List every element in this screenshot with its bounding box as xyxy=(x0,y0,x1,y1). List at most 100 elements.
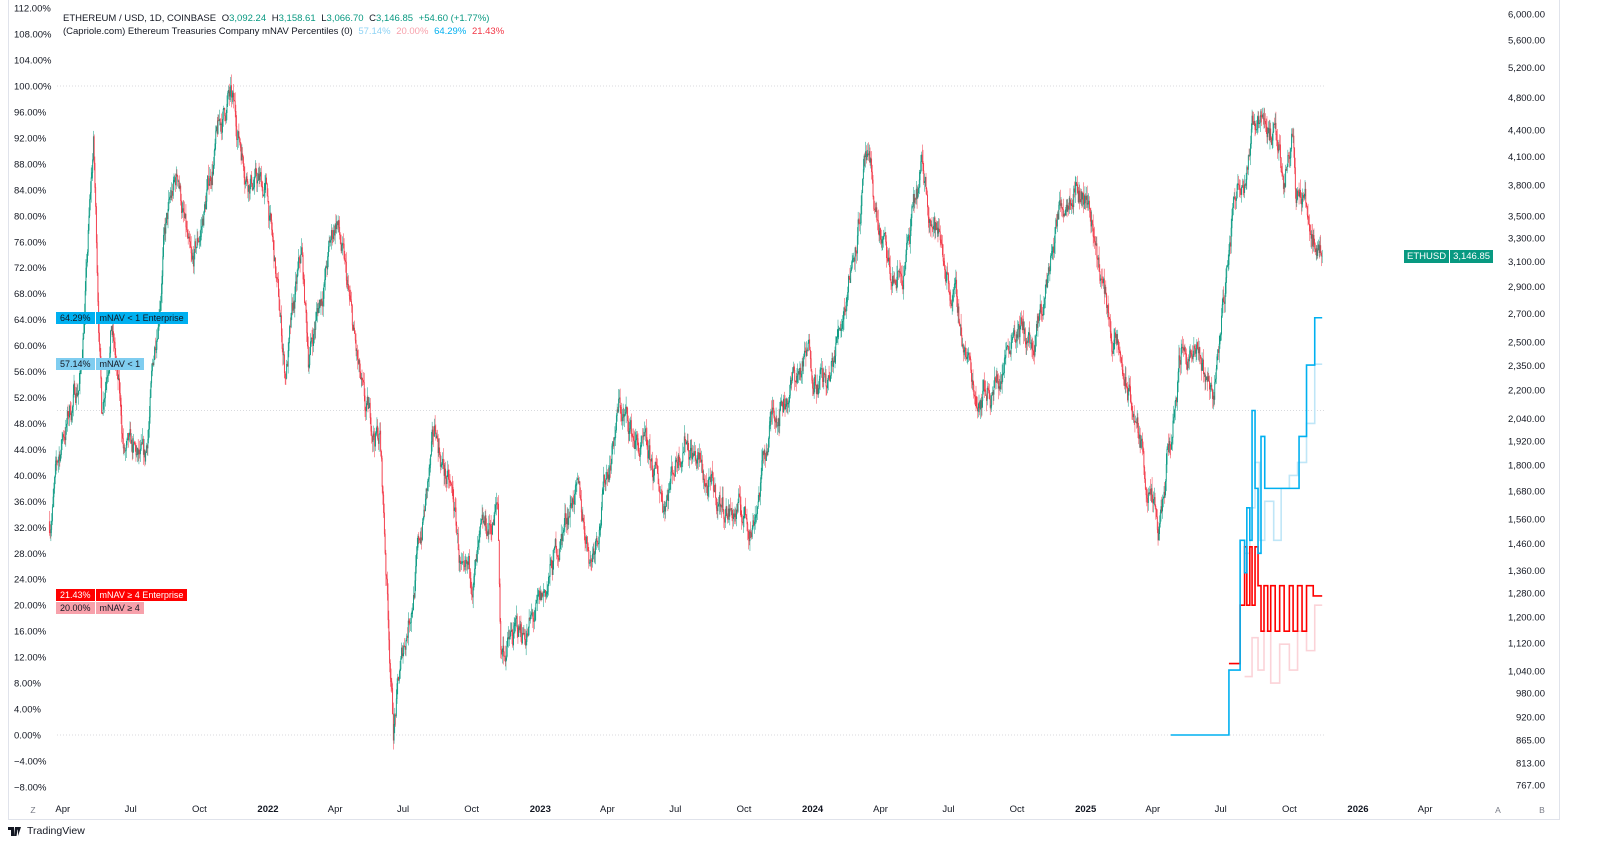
right-axis-tick: 3,500.00 xyxy=(1508,212,1545,223)
time-axis-tick: Apr xyxy=(600,804,615,815)
percentile-line-mnav-4 xyxy=(1244,604,1323,684)
left-axis-tick: 80.00% xyxy=(14,211,47,222)
right-axis-tick: 4,100.00 xyxy=(1508,152,1545,163)
right-axis-tick: 1,560.00 xyxy=(1508,514,1545,525)
time-axis-tick: Oct xyxy=(192,804,207,815)
indicator-legend: (Capriole.com) Ethereum Treasuries Compa… xyxy=(63,26,507,37)
log-scale-button[interactable]: B xyxy=(1539,805,1545,815)
right-axis-tick: 5,600.00 xyxy=(1508,35,1545,46)
high-value: 3,158.61 xyxy=(278,13,316,24)
time-axis-tick: Apr xyxy=(55,804,70,815)
candles xyxy=(48,74,1323,750)
right-axis-tick: 1,460.00 xyxy=(1508,539,1545,550)
change-value: +54.60 (+1.77%) xyxy=(418,13,490,24)
time-axis-tick: 2024 xyxy=(802,804,824,815)
time-axis-tick: Apr xyxy=(1145,804,1160,815)
right-axis-tick: 767.00 xyxy=(1516,780,1545,791)
tag-mnav-lt1-enterprise: 64.29% mNAV < 1 Enterprise xyxy=(56,312,188,324)
left-axis-tick: 100.00% xyxy=(14,82,52,93)
right-axis-tick: 2,500.00 xyxy=(1508,338,1545,349)
left-axis-tick: 96.00% xyxy=(14,107,47,118)
time-axis-tick: Jul xyxy=(669,804,681,815)
time-axis-tick: 2026 xyxy=(1347,804,1368,815)
auto-scale-button[interactable]: A xyxy=(1495,805,1501,815)
left-axis-tick: 40.00% xyxy=(14,471,47,482)
tag-value: 57.14% xyxy=(56,358,95,370)
right-axis-tick: 3,800.00 xyxy=(1508,181,1545,192)
left-axis-tick: 16.00% xyxy=(14,627,47,638)
indicator-value-ge4: 20.00% xyxy=(396,26,429,37)
right-axis-tick: 2,900.00 xyxy=(1508,282,1545,293)
left-axis-tick: 84.00% xyxy=(14,185,47,196)
indicator-value-lt1: 57.14% xyxy=(358,26,391,37)
time-axis-tick: Jul xyxy=(397,804,409,815)
right-axis-tick: 1,680.00 xyxy=(1508,487,1545,498)
right-axis-tick: 2,040.00 xyxy=(1508,414,1545,425)
left-axis-tick: 64.00% xyxy=(14,315,47,326)
right-axis-tick: 4,800.00 xyxy=(1508,93,1545,104)
tradingview-logo-icon xyxy=(8,826,21,836)
left-axis-tick: 8.00% xyxy=(14,679,41,690)
tag-value: 21.43% xyxy=(56,589,95,601)
indicator-value-ge4-enterprise: 21.43% xyxy=(471,26,505,37)
right-axis-tick: 1,280.00 xyxy=(1508,589,1545,600)
tag-label: mNAV ≥ 4 Enterprise xyxy=(95,589,188,601)
right-axis-tick: 3,100.00 xyxy=(1508,257,1545,268)
symbol-title: ETHEREUM / USD, 1D, COINBASE xyxy=(63,13,217,24)
right-axis-tick: 2,700.00 xyxy=(1508,309,1545,320)
time-axis-tick: Jul xyxy=(942,804,954,815)
high-label: H xyxy=(271,13,279,24)
left-axis-tick: 20.00% xyxy=(14,601,47,612)
percentile-line-mnav-1-enterprise xyxy=(1170,316,1323,736)
left-axis-tick: −4.00% xyxy=(14,756,47,767)
time-axis-tick: Jul xyxy=(1215,804,1227,815)
close-value: 3,146.85 xyxy=(376,13,414,24)
right-axis-tick: 1,120.00 xyxy=(1508,639,1545,650)
left-axis-tick: 52.00% xyxy=(14,393,47,404)
left-axis-tick: 92.00% xyxy=(14,133,47,144)
tradingview-watermark: TradingView xyxy=(8,825,85,837)
left-axis-tick: 24.00% xyxy=(14,575,47,586)
open-label: O xyxy=(221,13,230,24)
zoom-reset-button[interactable]: Z xyxy=(30,805,36,815)
time-axis-tick: Oct xyxy=(464,804,479,815)
left-axis-tick: 60.00% xyxy=(14,341,47,352)
right-axis-tick: 2,200.00 xyxy=(1508,386,1545,397)
left-axis-tick: 4.00% xyxy=(14,705,41,716)
low-value: 3,066.70 xyxy=(326,13,364,24)
tag-label: mNAV < 1 Enterprise xyxy=(95,312,188,324)
time-axis-tick: 2023 xyxy=(530,804,551,815)
right-axis-tick: 3,300.00 xyxy=(1508,234,1545,245)
tag-mnav-ge4-enterprise: 21.43% mNAV ≥ 4 Enterprise xyxy=(56,589,188,601)
chart-frame xyxy=(8,0,1560,820)
left-axis-tick: 28.00% xyxy=(14,549,47,560)
close-label: C xyxy=(369,13,377,24)
left-axis-tick: 76.00% xyxy=(14,237,47,248)
price-tag-value: 3,146.85 xyxy=(1450,250,1494,263)
time-axis-tick: Oct xyxy=(1282,804,1297,815)
left-axis-tick: 112.00% xyxy=(14,4,51,15)
left-axis-tick: 68.00% xyxy=(14,289,47,300)
tag-mnav-ge4: 20.00% mNAV ≥ 4 xyxy=(56,602,144,614)
tag-label: mNAV < 1 xyxy=(95,358,145,370)
right-axis-tick: 5,200.00 xyxy=(1508,63,1545,74)
time-axis-tick: Apr xyxy=(873,804,888,815)
left-axis-tick: 88.00% xyxy=(14,159,47,170)
right-axis-tick: 1,800.00 xyxy=(1508,461,1545,472)
left-axis-tick: 56.00% xyxy=(14,367,47,378)
right-axis-tick: 1,360.00 xyxy=(1508,566,1545,577)
right-axis-tick: 980.00 xyxy=(1516,689,1545,700)
right-axis-tick: 6,000.00 xyxy=(1508,10,1545,21)
right-axis-tick: 4,400.00 xyxy=(1508,126,1545,137)
time-axis-tick: Jul xyxy=(125,804,137,815)
left-axis-tick: 72.00% xyxy=(14,263,47,274)
low-label: L xyxy=(321,13,327,24)
indicator-value-lt1-enterprise: 64.29% xyxy=(434,26,467,37)
symbol-legend: ETHEREUM / USD, 1D, COINBASE O3,092.24 H… xyxy=(63,13,492,24)
tag-mnav-lt1: 57.14% mNAV < 1 xyxy=(56,358,145,370)
time-axis-tick: 2022 xyxy=(257,804,278,815)
left-axis-tick: 48.00% xyxy=(14,419,47,430)
time-axis-tick: Oct xyxy=(1010,804,1025,815)
tag-label: mNAV ≥ 4 xyxy=(95,602,144,614)
